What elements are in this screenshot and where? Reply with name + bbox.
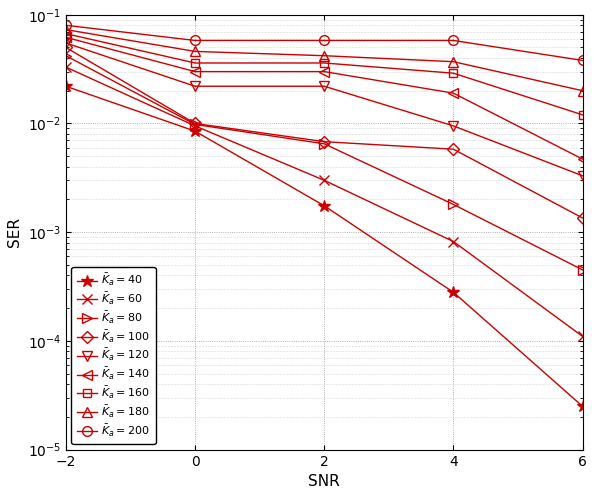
$\bar{K}_a =120$: [321, 83, 328, 89]
$\bar{K}_a =180$: [62, 27, 69, 33]
Line: $\bar{K}_a =40$: $\bar{K}_a =40$: [59, 80, 589, 413]
$\bar{K}_a =60$: [191, 123, 198, 129]
$\bar{K}_a =180$: [450, 59, 457, 64]
$\bar{K}_a =100$: [579, 215, 586, 221]
$\bar{K}_a =100$: [191, 121, 198, 126]
$\bar{K}_a =120$: [579, 173, 586, 179]
$\bar{K}_a =140$: [450, 90, 457, 96]
Line: $\bar{K}_a =120$: $\bar{K}_a =120$: [61, 38, 587, 181]
$\bar{K}_a =60$: [579, 333, 586, 339]
$\bar{K}_a =40$: [191, 128, 198, 134]
$\bar{K}_a =80$: [450, 201, 457, 207]
$\bar{K}_a =140$: [321, 68, 328, 74]
Legend: $\bar{K}_a =40$, $\bar{K}_a =60$, $\bar{K}_a =80$, $\bar{K}_a =100$, $\bar{K}_a : $\bar{K}_a =40$, $\bar{K}_a =60$, $\bar{…: [71, 267, 156, 444]
$\bar{K}_a =160$: [62, 31, 69, 37]
$\bar{K}_a =180$: [579, 88, 586, 94]
$\bar{K}_a =80$: [191, 122, 198, 127]
Line: $\bar{K}_a =60$: $\bar{K}_a =60$: [61, 62, 587, 341]
$\bar{K}_a =160$: [321, 60, 328, 66]
$\bar{K}_a =40$: [450, 289, 457, 295]
$\bar{K}_a =60$: [321, 178, 328, 184]
$\bar{K}_a =200$: [321, 38, 328, 44]
$\bar{K}_a =40$: [62, 83, 69, 89]
Line: $\bar{K}_a =160$: $\bar{K}_a =160$: [62, 29, 587, 119]
$\bar{K}_a =80$: [579, 267, 586, 273]
$\bar{K}_a =200$: [62, 22, 69, 28]
X-axis label: SNR: SNR: [308, 474, 340, 489]
$\bar{K}_a =160$: [579, 112, 586, 118]
$\bar{K}_a =80$: [321, 141, 328, 147]
$\bar{K}_a =200$: [191, 38, 198, 44]
$\bar{K}_a =160$: [450, 70, 457, 76]
$\bar{K}_a =60$: [450, 239, 457, 245]
Line: $\bar{K}_a =200$: $\bar{K}_a =200$: [61, 20, 587, 65]
$\bar{K}_a =100$: [450, 146, 457, 152]
$\bar{K}_a =120$: [191, 83, 198, 89]
Y-axis label: SER: SER: [7, 217, 22, 247]
$\bar{K}_a =140$: [62, 34, 69, 40]
$\bar{K}_a =80$: [62, 53, 69, 59]
$\bar{K}_a =180$: [321, 53, 328, 59]
Line: $\bar{K}_a =180$: $\bar{K}_a =180$: [61, 25, 587, 96]
$\bar{K}_a =200$: [579, 58, 586, 63]
$\bar{K}_a =160$: [191, 60, 198, 66]
Line: $\bar{K}_a =140$: $\bar{K}_a =140$: [61, 32, 587, 164]
$\bar{K}_a =60$: [62, 64, 69, 70]
$\bar{K}_a =200$: [450, 38, 457, 44]
$\bar{K}_a =120$: [62, 40, 69, 46]
$\bar{K}_a =180$: [191, 49, 198, 55]
Line: $\bar{K}_a =80$: $\bar{K}_a =80$: [61, 51, 587, 275]
$\bar{K}_a =140$: [579, 156, 586, 162]
$\bar{K}_a =140$: [191, 68, 198, 74]
$\bar{K}_a =40$: [579, 403, 586, 409]
$\bar{K}_a =40$: [321, 203, 328, 209]
Line: $\bar{K}_a =100$: $\bar{K}_a =100$: [62, 43, 587, 222]
$\bar{K}_a =100$: [321, 139, 328, 145]
$\bar{K}_a =120$: [450, 123, 457, 129]
$\bar{K}_a =100$: [62, 45, 69, 51]
